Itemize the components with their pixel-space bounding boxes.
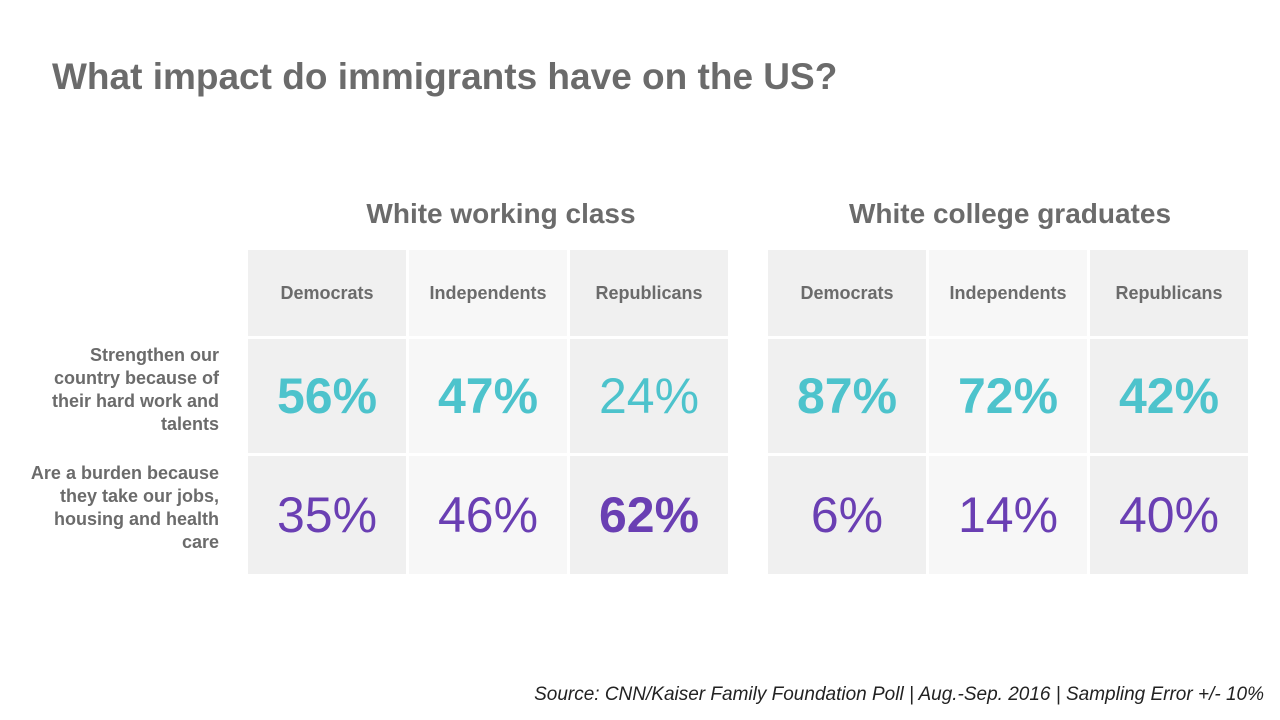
group-title-college-graduates: White college graduates (848, 198, 1172, 229)
percent-value: 14% (957, 487, 1059, 543)
table-white-working-class: Democrats Independents Republicans 56% 47% 24… (248, 250, 728, 574)
table-cell: 40% (1090, 456, 1248, 574)
table-cell: 35% (248, 456, 406, 574)
source-note: Source: CNN/Kaiser Family Foundation Pol… (534, 684, 1264, 705)
percent-value: 72% (957, 368, 1059, 424)
table-cell: 6% (768, 456, 926, 574)
row-label-strengthen: Strengthen our country because of their … (51, 345, 219, 434)
table-cell: 72% (929, 339, 1087, 453)
percent-value: 47% (437, 368, 539, 424)
percent-value: 42% (1118, 368, 1220, 424)
table-cell: 47% (409, 339, 567, 453)
table-cell: 42% (1090, 339, 1248, 453)
table-cell: 14% (929, 456, 1087, 574)
percent-value: 40% (1118, 487, 1220, 543)
percent-value: 46% (437, 487, 539, 543)
column-header-democrats: Democrats (768, 250, 926, 336)
table-cell: 56% (248, 339, 406, 453)
column-header-independents: Independents (929, 250, 1087, 336)
table-cell: 46% (409, 456, 567, 574)
column-header-independents: Independents (409, 250, 567, 336)
table-cell: 87% (768, 339, 926, 453)
group-title-working-class: White working class (366, 198, 636, 229)
percent-value: 62% (598, 487, 700, 543)
column-header-republicans: Republicans (570, 250, 728, 336)
percent-value: 35% (276, 487, 378, 543)
percent-value: 56% (276, 368, 378, 424)
chart-title: What impact do immigrants have on the US… (52, 56, 838, 97)
percent-value: 24% (598, 368, 700, 424)
row-label-burden: Are a burden because they take our jobs,… (30, 463, 219, 552)
percent-value: 6% (810, 487, 884, 543)
table-cell: 24% (570, 339, 728, 453)
table-cell: 62% (570, 456, 728, 574)
table-white-college-graduates: Democrats Independents Republicans 87% 72% 42… (768, 250, 1248, 574)
percent-value: 87% (796, 368, 898, 424)
column-header-democrats: Democrats (248, 250, 406, 336)
column-header-republicans: Republicans (1090, 250, 1248, 336)
